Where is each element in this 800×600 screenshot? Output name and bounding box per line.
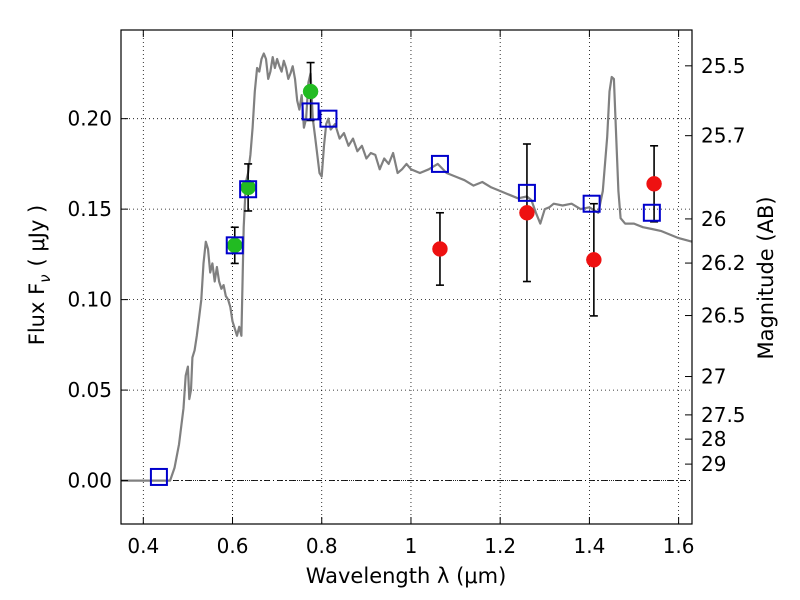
- y2-tick-label-3: 26.2: [701, 251, 746, 275]
- y-tick-label-0: 0.00: [67, 469, 112, 493]
- y-tick-label-4: 0.20: [67, 107, 112, 131]
- y-tick-label-2: 0.10: [67, 288, 112, 312]
- data-point-1-2: [586, 252, 602, 268]
- x-tick-label-3: 1: [405, 534, 418, 558]
- y-axis-label-group: Flux Fν ( μJy ): [25, 205, 54, 346]
- data-point-0-0: [227, 237, 243, 254]
- model-point-1: [225, 236, 244, 255]
- model-point-4: [319, 109, 338, 128]
- data-point-1-3: [646, 176, 662, 192]
- data-markers: [149, 83, 662, 486]
- grid-lines: [121, 30, 692, 524]
- x-axis-label: Wavelength λ (μm): [306, 564, 507, 588]
- y-tick-label-1: 0.05: [67, 378, 112, 402]
- svg-text:Flux Fν( μJy ): Flux Fν ( μJy ): [25, 205, 54, 346]
- error-bars: [230, 61, 659, 317]
- data-point-1-1: [519, 205, 535, 221]
- model-point-0: [149, 467, 168, 486]
- y-axis-label-sub: ν: [36, 274, 54, 282]
- y-axis-label: Flux F: [25, 283, 49, 345]
- y-ticks: 0.00 0.05 0.10 0.15 0.20: [67, 107, 128, 493]
- x-ticks: 0.4 0.6 0.8 1 1.2 1.4 1.6: [127, 30, 695, 558]
- model-point-8: [642, 203, 661, 222]
- y2-axis-label: Magnitude (AB): [754, 196, 778, 359]
- data-point-1-0: [432, 241, 448, 257]
- x-tick-label-2: 0.8: [306, 534, 338, 558]
- model-point-6: [517, 183, 536, 202]
- x-tick-label-0: 0.4: [127, 534, 159, 558]
- x-tick-label-1: 0.6: [217, 534, 249, 558]
- model-spectrum: [121, 52, 693, 482]
- y2-tick-label-4: 26.5: [701, 304, 746, 328]
- x-tick-label-4: 1.2: [484, 534, 516, 558]
- model-point-5: [430, 154, 449, 173]
- model-point-7: [582, 194, 601, 213]
- y2-tick-label-1: 25.7: [701, 124, 746, 148]
- y-tick-label-3: 0.15: [67, 197, 112, 221]
- y-axis-label-unit: ( μJy ): [25, 205, 49, 267]
- plot-frame: [120, 29, 693, 525]
- y2-tick-label-5: 27: [701, 365, 726, 389]
- model-point-2: [239, 180, 258, 199]
- y2-tick-label-6: 27.5: [701, 403, 746, 427]
- y2-tick-label-2: 26: [701, 207, 726, 231]
- x-tick-label-6: 1.6: [663, 534, 695, 558]
- y2-tick-label-0: 25.5: [701, 54, 746, 78]
- y2-tick-label-7: 28: [701, 427, 726, 451]
- data-point-0-2: [302, 83, 319, 100]
- x-tick-label-5: 1.4: [573, 534, 605, 558]
- y2-tick-label-8: 29: [701, 452, 726, 476]
- model-point-3: [301, 102, 320, 121]
- model-spectrum-line: [121, 52, 693, 482]
